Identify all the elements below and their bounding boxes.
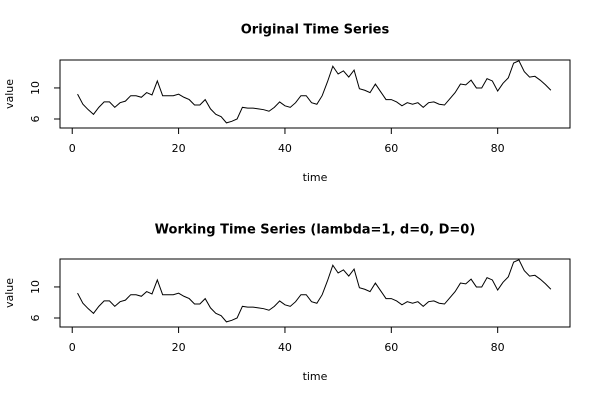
- x-tick-label: 80: [491, 142, 505, 155]
- y-tick-label: 6: [29, 314, 42, 321]
- plot-frame: [59, 59, 571, 129]
- x-tick-label: 20: [172, 341, 186, 354]
- series-line: [77, 259, 552, 323]
- x-tick-label: 40: [278, 142, 292, 155]
- x-tick-label: 40: [278, 341, 292, 354]
- x-tick-label: 20: [172, 142, 186, 155]
- y-tick-label: 10: [29, 81, 42, 95]
- x-tick-label: 0: [69, 142, 76, 155]
- x-tick-label: 60: [384, 341, 398, 354]
- chart-title: Working Time Series (lambda=1, d=0, D=0): [155, 223, 476, 238]
- x-axis-label: time: [303, 370, 328, 383]
- x-tick-label: 80: [491, 341, 505, 354]
- y-axis-label: value: [3, 278, 16, 308]
- plot-frame: [59, 258, 571, 328]
- x-tick-label: 60: [384, 142, 398, 155]
- chart-title: Original Time Series: [241, 23, 390, 38]
- series-line: [77, 60, 552, 124]
- x-tick-label: 0: [69, 341, 76, 354]
- y-tick-label: 10: [29, 280, 42, 294]
- x-axis-label: time: [303, 171, 328, 184]
- y-tick-label: 6: [29, 115, 42, 122]
- y-axis-label: value: [3, 79, 16, 109]
